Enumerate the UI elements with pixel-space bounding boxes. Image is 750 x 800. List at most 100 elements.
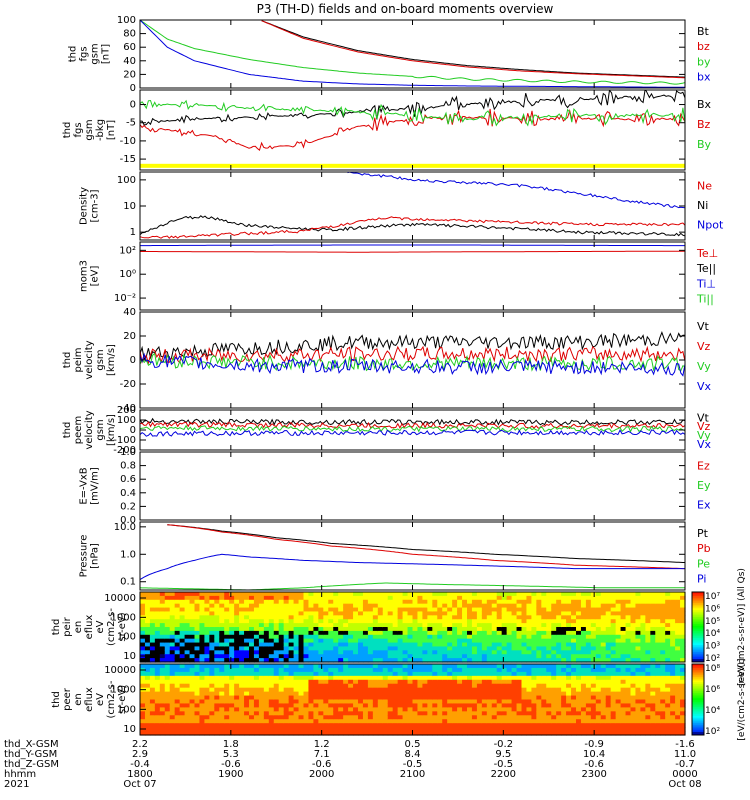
spectrogram-cell xyxy=(620,615,627,620)
spectrogram-cell xyxy=(452,679,458,685)
spectrogram-cell xyxy=(417,595,423,601)
spectrogram-cell xyxy=(263,627,270,632)
spectrogram-cell xyxy=(526,723,532,728)
spectrogram-cell xyxy=(645,687,651,693)
spectrogram-cell xyxy=(625,723,632,728)
spectrogram-cell xyxy=(640,630,646,636)
spectrogram-cell xyxy=(437,723,443,728)
spectrogram-cell xyxy=(610,719,617,724)
spectrogram-cell xyxy=(407,691,414,697)
spectrogram-cell xyxy=(536,711,542,716)
y-tick-label: 10⁻² xyxy=(114,293,136,304)
spectrogram-cell xyxy=(680,592,686,597)
spectrogram-cell xyxy=(214,638,220,644)
spectrogram-cell xyxy=(635,627,641,632)
spectrogram-cell xyxy=(298,675,305,681)
spectrogram-cell xyxy=(650,715,656,720)
spectrogram-cell xyxy=(189,723,196,728)
x-tick-value: -1.6 xyxy=(675,739,695,750)
colorbar-cell xyxy=(692,623,704,626)
spectrogram-cell xyxy=(417,671,423,677)
spectrogram-cell xyxy=(224,638,230,644)
spectrogram-cell xyxy=(580,627,587,632)
spectrogram-cell xyxy=(625,671,632,677)
spectrogram-cell xyxy=(541,619,547,624)
y-tick-label: -200 xyxy=(113,445,136,456)
colorbar-cell xyxy=(692,630,704,633)
spectrogram-cell xyxy=(630,719,637,724)
spectrogram-cell xyxy=(595,592,602,597)
spectrogram-cell xyxy=(348,727,354,732)
spectrogram-cell xyxy=(283,671,290,677)
spectrogram-cell xyxy=(660,687,666,693)
spectrogram-cell xyxy=(511,654,518,659)
spectrogram-cell xyxy=(140,703,146,708)
spectrogram-cell xyxy=(244,619,250,624)
spectrogram-cell xyxy=(531,599,537,605)
spectrogram-cell xyxy=(422,642,428,648)
spectrogram-cell xyxy=(298,607,305,613)
spectrogram-cell xyxy=(561,715,567,720)
spectrogram-cell xyxy=(288,654,295,659)
spectrogram-cell xyxy=(422,592,428,597)
spectrogram-cell xyxy=(328,623,334,628)
spectrogram-cell xyxy=(407,599,414,605)
spectrogram-cell xyxy=(377,646,384,651)
spectrogram-cell xyxy=(283,699,290,705)
spectrogram-cell xyxy=(531,667,537,673)
spectrogram-cell xyxy=(253,695,260,701)
spectrogram-cell xyxy=(303,667,310,673)
spectrogram-cell xyxy=(546,715,552,720)
spectrogram-cell xyxy=(362,623,369,628)
spectrogram-cell xyxy=(367,675,374,681)
spectrogram-cell xyxy=(531,675,537,681)
spectrogram-cell xyxy=(471,719,478,724)
spectrogram-cell xyxy=(189,683,196,689)
legend-vt: Vt xyxy=(697,320,710,333)
spectrogram-cell xyxy=(209,642,215,648)
spectrogram-cell xyxy=(253,658,260,663)
spectrogram-cell xyxy=(308,623,314,628)
spectrogram-cell xyxy=(496,695,503,701)
spectrogram-cell xyxy=(333,703,339,708)
spectrogram-cell xyxy=(585,634,592,640)
spectrogram-cell xyxy=(432,675,438,681)
spectrogram-cell xyxy=(382,687,389,693)
colorbar-cell xyxy=(692,616,704,619)
spectrogram-cell xyxy=(561,623,567,628)
spectrogram-cell xyxy=(442,671,448,677)
spectrogram-cell xyxy=(670,595,676,601)
y-axis-label-line: [cm-3] xyxy=(90,189,101,222)
spectrogram-cell xyxy=(660,607,666,613)
spectrogram-cell xyxy=(313,623,319,628)
spectrogram-cell xyxy=(184,711,191,716)
spectrogram-cell xyxy=(338,592,344,597)
spectrogram-cell xyxy=(491,611,498,616)
spectrogram-cell xyxy=(214,611,220,616)
spectrogram-cell xyxy=(174,615,181,620)
spectrogram-cell xyxy=(546,687,552,693)
spectrogram-cell xyxy=(333,711,339,716)
spectrogram-cell xyxy=(511,699,518,705)
spectrogram-cell xyxy=(501,650,508,655)
spectrogram-cell xyxy=(249,611,255,616)
spectrogram-cell xyxy=(362,592,369,597)
spectrogram-cell xyxy=(660,671,666,677)
spectrogram-cell xyxy=(189,719,196,724)
spectrogram-cell xyxy=(551,603,557,609)
spectrogram-cell xyxy=(174,634,181,640)
spectrogram-cell xyxy=(298,603,305,609)
spectrogram-cell xyxy=(273,683,280,689)
spectrogram-cell xyxy=(590,695,597,701)
spectrogram-cell xyxy=(655,715,661,720)
spectrogram-cell xyxy=(531,679,537,685)
spectrogram-cell xyxy=(239,650,245,655)
colorbar-cell xyxy=(692,642,704,645)
spectrogram-cell xyxy=(169,611,176,616)
spectrogram-cell xyxy=(234,679,240,685)
spectrogram-cell xyxy=(219,707,225,712)
spectrogram-cell xyxy=(635,630,641,636)
spectrogram-cell xyxy=(605,731,612,736)
x-tick-value: 2.2 xyxy=(132,739,148,750)
spectrogram-cell xyxy=(471,683,478,689)
